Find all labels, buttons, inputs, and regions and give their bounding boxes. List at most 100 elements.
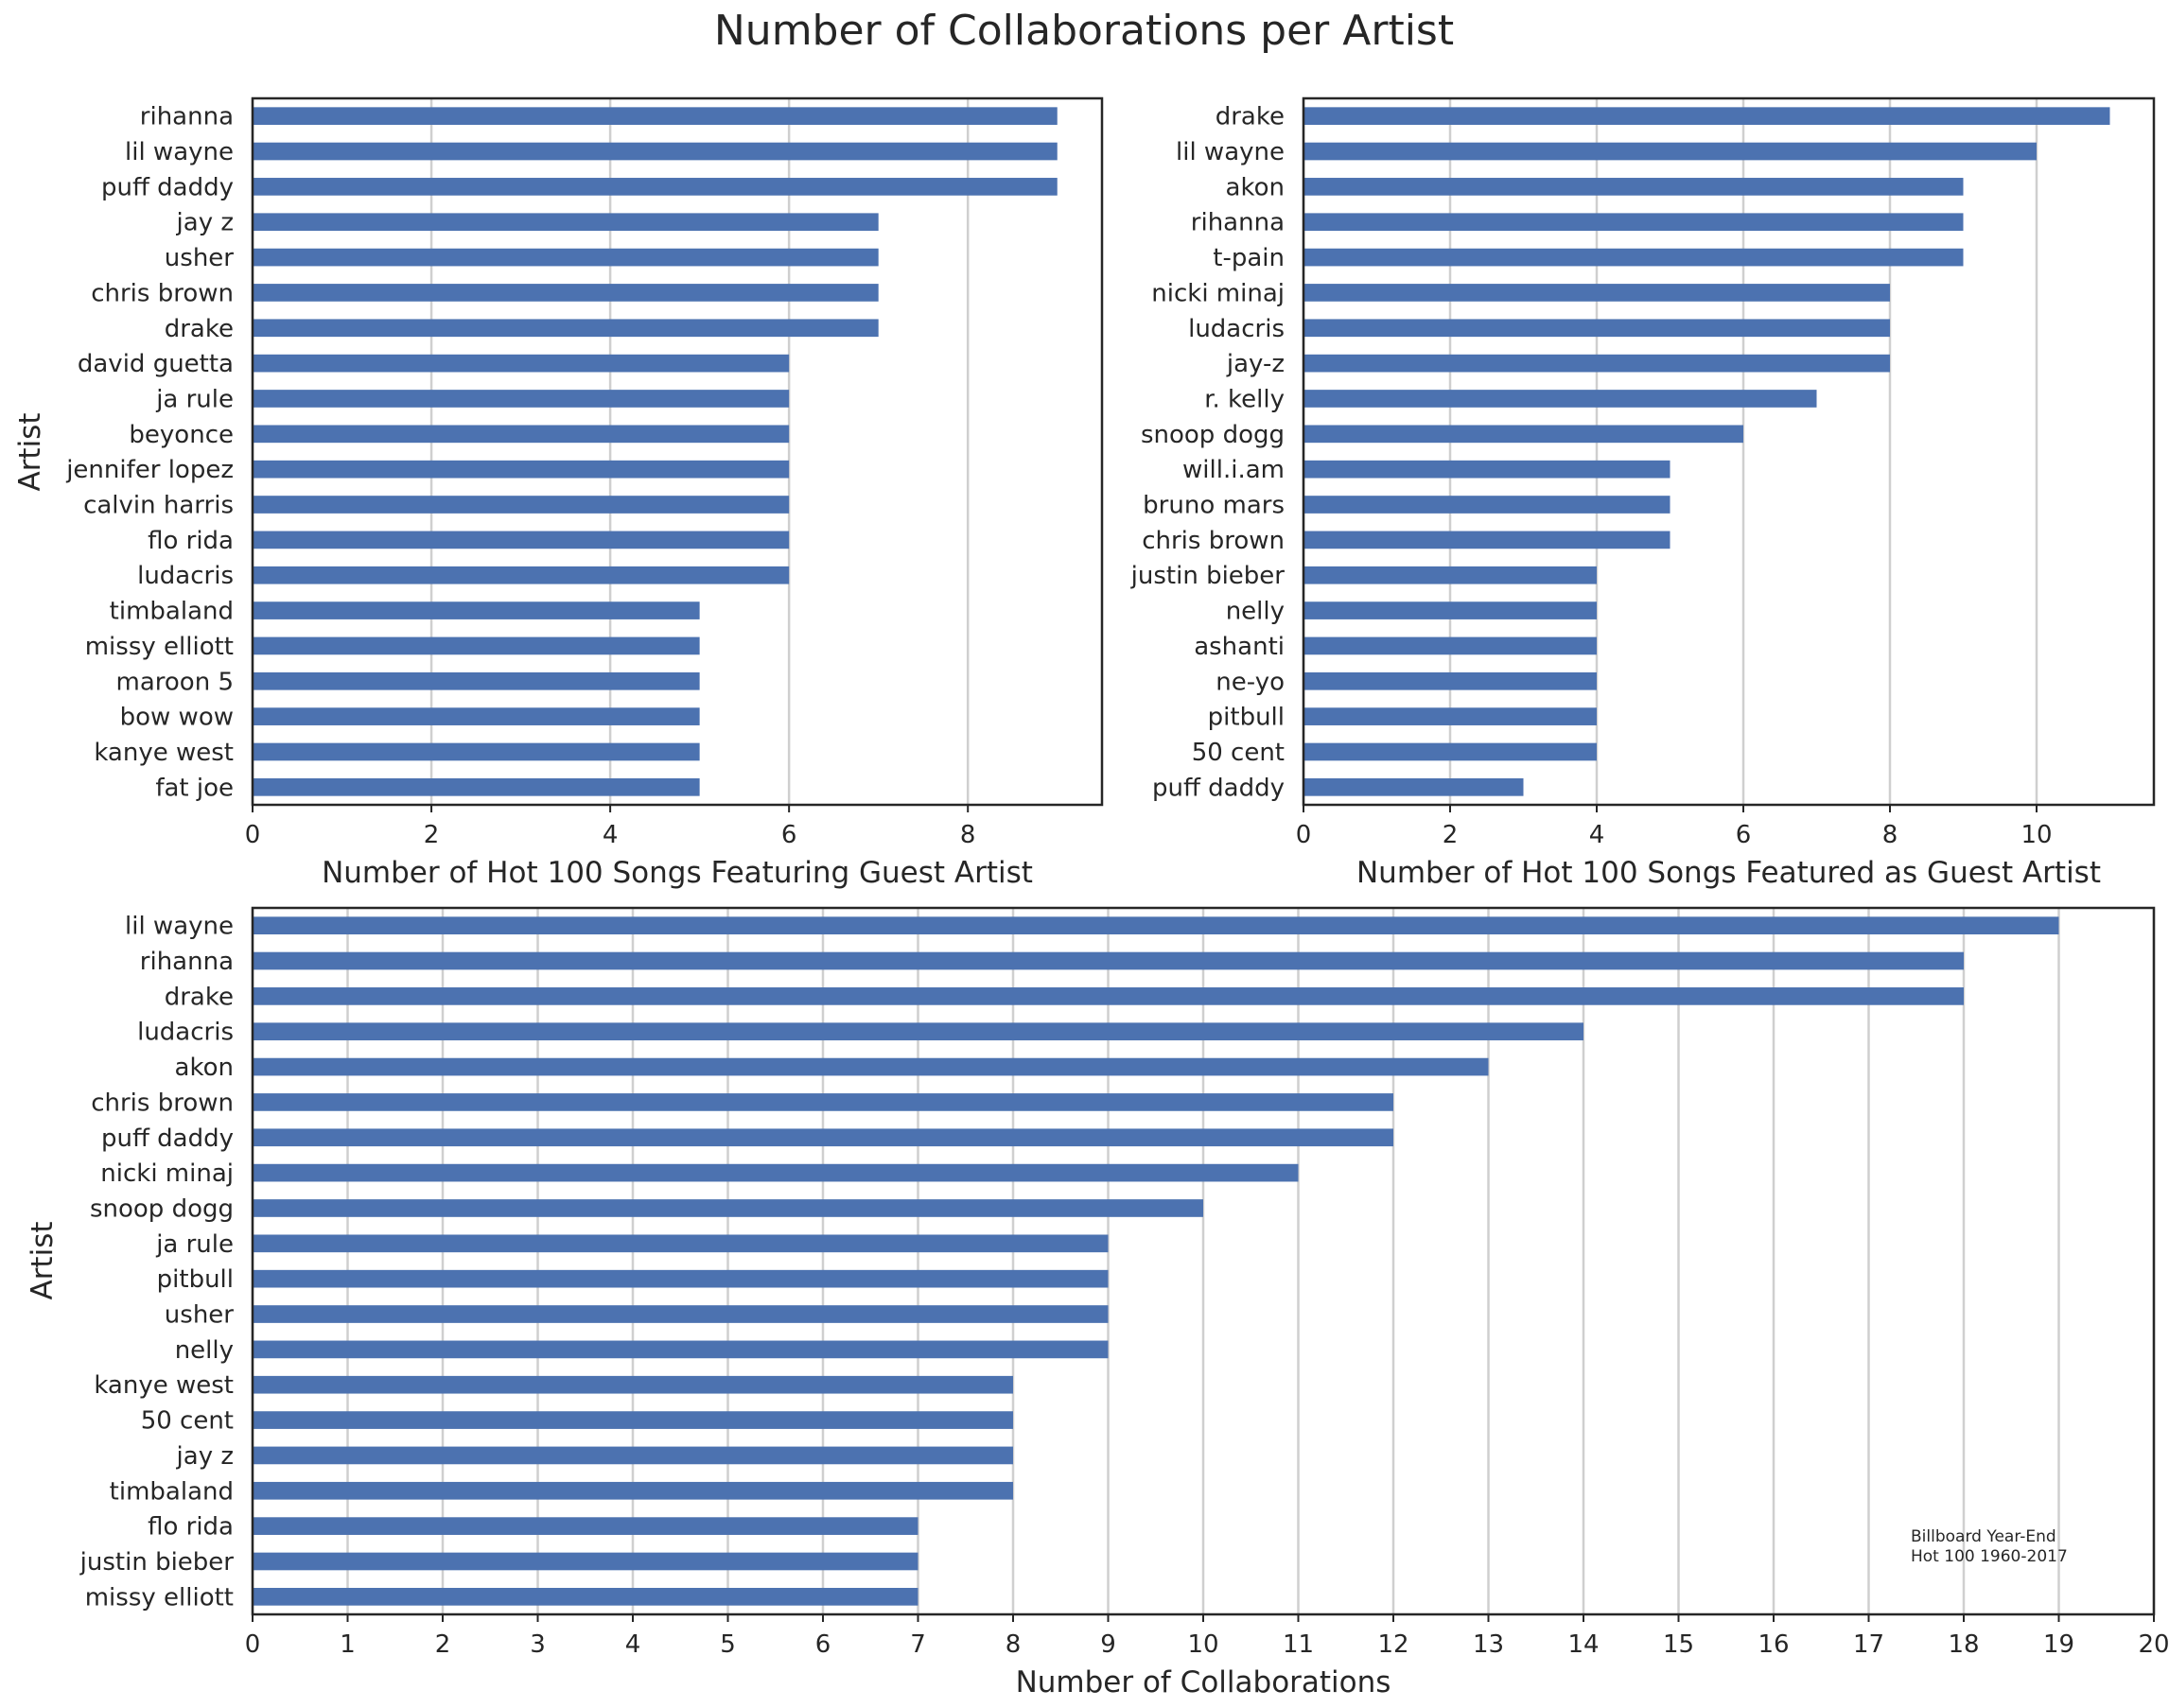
y-tick-label: ludacris [137,562,234,590]
bar-justin-bieber [253,1552,918,1571]
x-tick-label: 9 [1100,1630,1116,1659]
x-tick-label: 18 [1948,1630,1979,1659]
x-tick-label: 4 [625,1630,641,1659]
x-tick-label: 0 [1296,821,1312,849]
x-tick-label: 15 [1663,1630,1694,1659]
bar-flo-rida [253,1517,918,1535]
y-axis-label: Artist [13,412,47,491]
bar-nelly [1303,601,1597,619]
plot-frame [1302,96,2156,807]
bar-jay-z [1303,354,1890,373]
bar-rihanna [253,951,1964,970]
bar-50-cent [253,1411,1013,1429]
chart-featuring-guest: rihanna lil wayne puff daddy jay z usher chri… [13,96,1104,890]
y-tick-label: 50 cent [141,1407,234,1436]
y-tick-label: ne-yo [1216,668,1285,696]
bar-lil-wayne [1303,142,2037,161]
bar-bruno-mars [1303,496,1670,514]
x-tick-label: 2 [424,821,440,849]
x-axis-label: Number of Collaborations [1016,1665,1391,1699]
y-tick-label: akon [1226,173,1285,201]
bar-will-i-am [1303,460,1670,479]
x-tick-label: 14 [1567,1630,1599,1659]
y-tick-label: justin bieber [1130,562,1286,590]
y-tick-label: fat joe [155,774,234,802]
bar-flo-rida [253,531,790,549]
bar-ashanti [1303,636,1597,655]
x-tick-label: 12 [1377,1630,1408,1659]
y-tick-label: akon [175,1054,234,1082]
y-tick-label: lil wayne [125,138,234,166]
x-tick-label: 0 [245,1630,261,1659]
y-tick-label: chris brown [1142,527,1285,555]
y-tick-label: rihanna [140,948,234,976]
bar-lil-wayne [253,916,2059,935]
bar-usher [253,1305,1109,1323]
y-tick-label: usher [165,1301,234,1330]
x-tick-label: 1 [340,1630,356,1659]
bar-ludacris [253,566,790,584]
bar-rihanna [253,107,1058,126]
x-tick-label: 8 [1006,1630,1022,1659]
bar-kanye-west [253,742,700,761]
bar-ja-rule [253,390,790,408]
y-tick-label: ludacris [137,1019,234,1047]
bar-david-guetta [253,354,790,373]
bar-jay-z [253,1446,1013,1465]
x-axis-label: Number of Hot 100 Songs Featuring Guest … [322,856,1033,890]
x-tick-label: 10 [1187,1630,1218,1659]
y-tick-label: missy elliott [85,633,234,661]
bar-missy-elliott [253,636,700,655]
y-tick-label: bow wow [120,704,234,732]
y-tick-label: kanye west [94,1371,234,1400]
y-tick-label: will.i.am [1182,456,1285,484]
figure-title: Number of Collaborations per Artist [714,7,1454,55]
bar-fat-joe [253,777,700,796]
source-note-line-2: Hot 100 1960-2017 [1911,1547,2068,1566]
y-tick-label: puff daddy [101,1124,234,1153]
chart-total-collaborations: lil wayne rihanna drake ludacris akon chris b… [26,906,2169,1699]
y-tick-label: ashanti [1194,633,1285,661]
y-tick-label: timbaland [110,598,234,626]
y-tick-label: maroon 5 [116,668,234,696]
x-tick-label: 7 [910,1630,926,1659]
bar-chris-brown [253,1093,1393,1111]
y-tick-label: pitbull [157,1265,234,1294]
bar-puff-daddy [253,1128,1393,1147]
bar-akon [253,1057,1489,1076]
y-tick-label: timbaland [110,1477,234,1506]
bar-lil-wayne [253,142,1058,161]
bar-50-cent [1303,742,1597,761]
x-tick-label: 17 [1853,1630,1884,1659]
bar-akon [1303,178,1964,196]
y-tick-label: david guetta [78,350,234,378]
bar-nicki-minaj [253,1163,1299,1182]
bar-justin-bieber [1303,566,1597,584]
x-tick-label: 20 [2138,1630,2169,1659]
bar-missy-elliott [253,1587,918,1606]
bar-rihanna [1303,213,1964,232]
y-tick-label: chris brown [91,1089,234,1117]
bar-r-kelly [1303,390,1817,408]
y-tick-label: rihanna [140,103,234,131]
y-tick-label: nelly [1226,598,1285,626]
y-tick-label: ja rule [155,385,234,413]
x-tick-label: 8 [1882,821,1898,849]
y-tick-label: lil wayne [1176,138,1285,166]
y-tick-label: jay z [176,209,234,237]
y-tick-label: bruno mars [1143,492,1285,520]
bar-t-pain [1303,248,1964,267]
y-tick-label: kanye west [94,739,234,767]
x-tick-label: 4 [1589,821,1605,849]
bar-puff-daddy [1303,777,1524,796]
x-tick-label: 2 [1443,821,1459,849]
bar-jay-z [253,213,879,232]
y-tick-label: usher [165,244,234,272]
x-tick-label: 3 [530,1630,546,1659]
y-tick-label: puff daddy [101,173,234,201]
bar-pitbull [253,1269,1109,1288]
y-tick-label: puff daddy [1152,774,1285,802]
y-tick-label: 50 cent [1192,739,1285,767]
bar-calvin-harris [253,496,790,514]
bar-timbaland [253,1481,1013,1500]
